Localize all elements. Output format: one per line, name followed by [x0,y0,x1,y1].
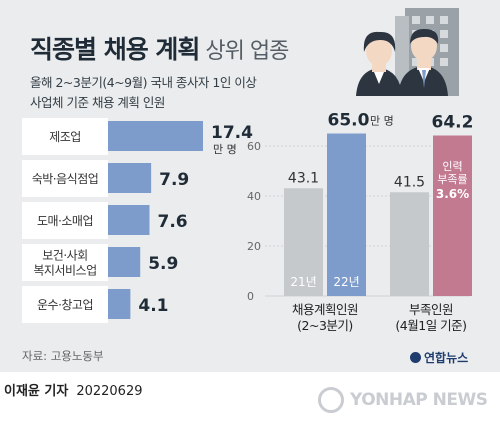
bar [390,192,429,296]
category-label: 부족인원 (4월1일 기준) [395,302,466,333]
bar [327,133,366,296]
bar [108,247,141,277]
footer-area [0,372,500,430]
series-label: 22년 [333,275,359,289]
reporter-credit: 이재윤 기자 20220629 [4,380,143,399]
bar [108,289,131,319]
y-tick-label: 0 [247,290,254,303]
annotation-value: 3.6% [436,187,469,201]
yonhap-logo-text: 연합뉴스 [424,351,469,365]
category-label: 채용계획인원 (2~3분기) [292,302,358,333]
value-label: 7.9 [159,170,189,190]
value-label: 17.4 [211,123,253,143]
value-label: 5.9 [148,254,178,274]
title-main: 직종별 채용 계획 [30,35,200,64]
yonhap-logo-icon [410,352,421,363]
yonhap-logo: 연합뉴스 [410,349,468,366]
bar [108,121,203,151]
watermark-text: YONHAP NEWS [350,390,488,410]
bar [284,188,323,296]
businesswoman-icon [356,31,402,96]
category-label-box [22,244,108,281]
category-label: 운수·창고업 [37,298,93,312]
source-note: 자료: 고용노동부 [22,349,104,363]
unit-label: 만 명 [370,115,394,128]
page-title: 직종별 채용 계획 상위 업종 [30,30,289,66]
bar [108,205,150,235]
unit-label: 만 명 [213,143,237,156]
businessman-icon [398,28,448,96]
category-label: 도매·소매업 [37,214,93,228]
category-label-box [22,160,108,197]
value-label: 7.6 [157,212,187,232]
category-label-box [22,286,108,323]
series-label: 21년 [290,275,316,289]
category-label: 제조업 [49,130,81,144]
value-label: 43.1 [288,170,319,186]
category-label-box [22,118,108,155]
bar [108,163,152,193]
value-label: 64.2 [432,113,474,133]
category-label: 숙박·음식점업 [32,172,99,186]
watermark: YONHAP NEWS [318,387,488,413]
chart-canvas: 제조업 17.4만 명숙박·음식점업 7.9도매·소매업 7.6보건·사회 복지서비스업… [22,8,473,334]
y-tick-label: 60 [247,140,261,153]
y-tick-label: 20 [247,240,261,253]
value-label: 41.5 [394,174,425,190]
watermark-icon [318,387,344,413]
value-label: 65.0 [328,111,370,131]
y-tick-label: 40 [247,190,261,203]
annotation-label: 인력 부족률 [437,160,467,186]
publish-date: 20220629 [76,384,143,399]
title-sub: 상위 업종 [205,39,289,64]
value-label: 4.1 [138,296,168,316]
left-bar-chart: 제조업 17.4만 명숙박·음식점업 7.9 도매·소매업 7.6 보건·사회 복지서비스업… [22,118,253,323]
bar [433,135,472,296]
category-label: 보건·사회 복지서비스업 [33,249,96,278]
reporter-name: 이재윤 기자 [4,384,69,399]
subtitle-line-2: 사업체 기준 채용 계획 인원 [30,95,165,110]
category-label-box [22,202,108,239]
subtitle-line-1: 올해 2~3분기(4~9월) 국내 종사자 1인 이상 [30,75,257,90]
